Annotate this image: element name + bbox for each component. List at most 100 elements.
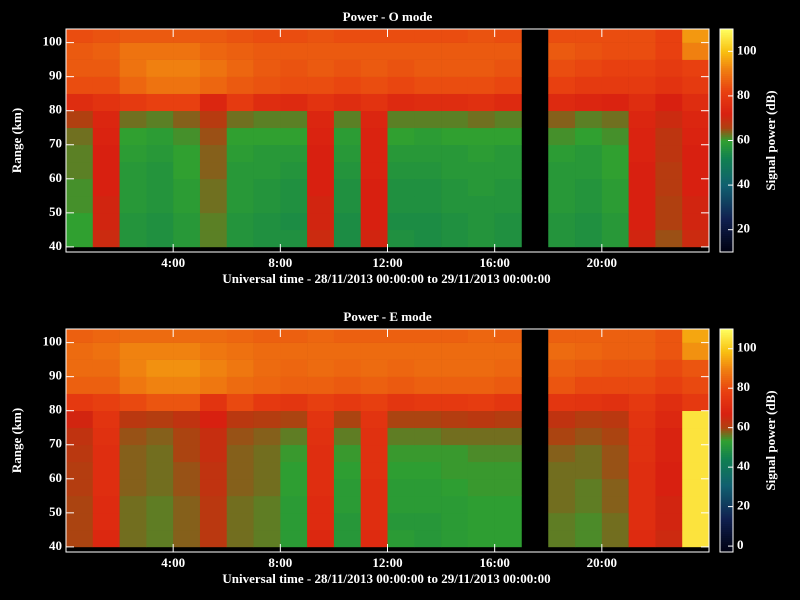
heat-cell	[119, 461, 147, 480]
heat-cell	[92, 376, 120, 394]
heat-cell	[307, 29, 335, 43]
heat-cell	[226, 427, 254, 446]
heat-cell	[441, 93, 469, 112]
heat-cell	[253, 376, 281, 394]
x-tick-label: 16:00	[479, 555, 509, 570]
colorbar-band	[720, 47, 733, 50]
heat-cell	[682, 93, 710, 112]
heat-cell	[467, 127, 495, 146]
heat-cell	[307, 410, 335, 429]
colorbar-band	[720, 406, 733, 409]
heat-cell	[467, 229, 495, 248]
colorbar-tick-label: 0	[737, 537, 744, 552]
colorbar-band	[720, 29, 733, 32]
y-tick-label: 80	[49, 102, 62, 117]
heat-cell	[92, 512, 120, 531]
heat-cell	[146, 478, 174, 497]
heat-cell	[119, 195, 147, 214]
heat-cell	[655, 444, 683, 463]
heat-cell	[66, 444, 94, 463]
heat-cell	[119, 144, 147, 163]
heat-cell	[601, 93, 629, 112]
colorbar-band	[720, 438, 733, 441]
colorbar-band	[720, 466, 733, 470]
x-axis-label: Universal time - 28/11/2013 00:00:00 to …	[222, 571, 550, 586]
heat-cell	[548, 512, 576, 531]
heat-cell	[628, 195, 656, 214]
colorbar-band	[720, 181, 733, 184]
heat-cell	[575, 376, 603, 394]
heat-cell	[199, 393, 228, 412]
colorbar-band	[720, 412, 733, 415]
heat-cell	[494, 127, 522, 146]
heat-cell	[92, 42, 120, 60]
colorbar-band	[720, 126, 733, 129]
colorbar-band	[720, 399, 733, 403]
heat-cell	[628, 410, 656, 429]
heat-cell	[173, 110, 201, 129]
heat-cell	[682, 161, 710, 180]
heat-cell	[467, 410, 495, 429]
heat-cell	[333, 29, 362, 43]
colorbar-band	[720, 164, 733, 168]
heat-cell	[655, 229, 683, 248]
heat-cell	[601, 195, 629, 214]
heat-cell	[441, 495, 469, 514]
colorbar-band	[720, 371, 733, 374]
colorbar-band	[720, 511, 733, 514]
x-tick-label: 4:00	[161, 555, 185, 570]
heat-cell	[655, 529, 683, 548]
heat-cell	[467, 93, 495, 112]
colorbar-tick-label: 40	[737, 176, 750, 191]
colorbar-band	[720, 168, 733, 172]
heat-cell	[494, 161, 522, 180]
heat-cell	[441, 410, 469, 429]
heat-cell	[66, 478, 94, 497]
colorbar-band	[720, 381, 733, 385]
heat-cell	[360, 329, 388, 343]
heat-cell	[682, 42, 710, 60]
heat-cell	[441, 212, 469, 231]
heat-cell	[333, 178, 362, 197]
heat-cell	[548, 212, 576, 231]
colorbar-band	[720, 95, 733, 99]
colorbar-band	[720, 197, 733, 200]
heat-cell	[441, 76, 469, 94]
heat-cell	[173, 512, 201, 531]
colorbar-band	[720, 101, 733, 105]
heat-cell	[360, 178, 388, 197]
heat-cell	[494, 178, 522, 197]
heat-cell	[682, 229, 710, 248]
heat-cell	[199, 329, 228, 343]
heat-cell	[199, 42, 228, 60]
colorbar-band	[720, 75, 733, 79]
colorbar-band	[720, 397, 733, 401]
heat-cell	[360, 144, 388, 163]
colorbar-band	[720, 146, 733, 150]
heat-cell	[146, 229, 174, 248]
heat-cell	[467, 59, 495, 77]
heat-cell	[441, 110, 469, 129]
heat-cell	[628, 529, 656, 548]
colorbar-band	[720, 452, 733, 456]
colorbar-band	[720, 136, 733, 139]
heat-cell	[173, 59, 201, 77]
heat-cell	[601, 212, 629, 231]
colorbar-band	[720, 442, 733, 445]
heat-cell	[280, 393, 308, 412]
heat-cell	[655, 342, 683, 360]
heat-cell	[467, 376, 495, 394]
heat-cell	[575, 427, 603, 446]
heat-cell	[199, 478, 228, 497]
heat-cell	[253, 329, 281, 343]
heat-cell	[119, 59, 147, 77]
colorbar-band	[720, 104, 733, 107]
heat-cell	[682, 144, 710, 163]
heat-cell	[575, 212, 603, 231]
y-tick-label: 100	[43, 334, 63, 349]
colorbar-band	[720, 535, 733, 539]
heat-cell	[307, 42, 335, 60]
heat-cell	[119, 212, 147, 231]
colorbar-band	[720, 329, 733, 332]
heat-cell	[414, 329, 442, 343]
